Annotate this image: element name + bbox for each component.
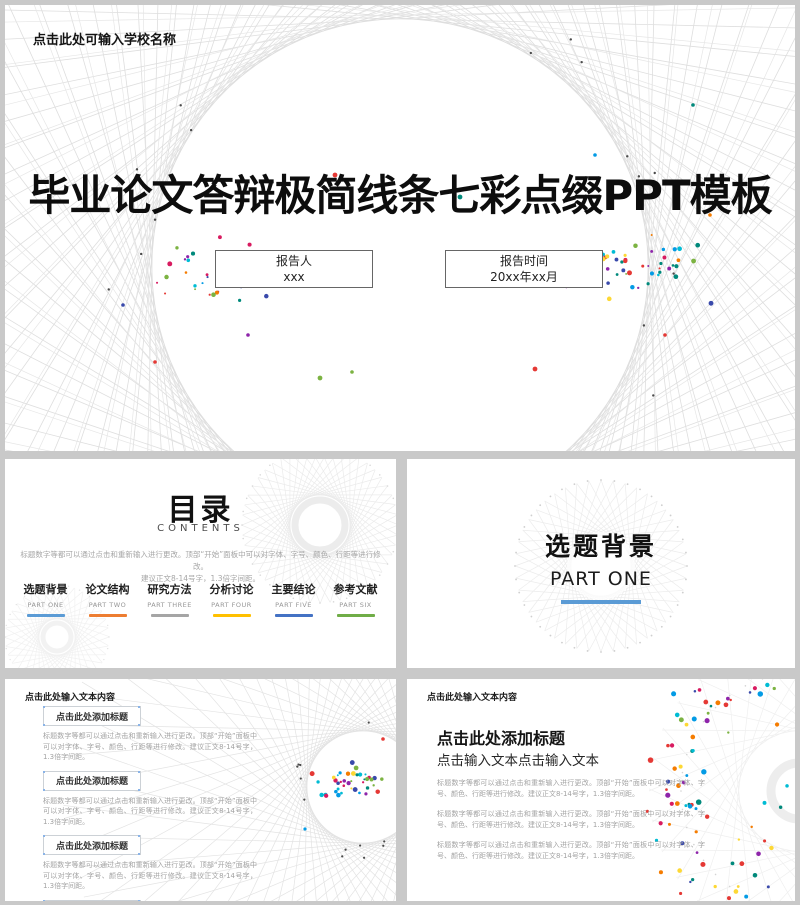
contents-item-underline (212, 614, 251, 617)
block-body-text[interactable]: 标题数字等都可以通过点击和重新输入进行更改。顶部“开始”面板中可以对字体、字号、… (43, 732, 257, 761)
title-block: 点击此处添加标题 标题数字等都可以通过点击和重新输入进行更改。顶部“开始”面板中… (43, 770, 259, 828)
contents-title: 目录 (167, 493, 234, 528)
contents-item[interactable]: 主要结论 PART FIVE (263, 581, 325, 617)
contents-description-line2: 建议正文8-14号字，1.3倍字间距。 (141, 574, 260, 583)
cover-title[interactable]: 毕业论文答辩极简线条七彩点缀PPT模板 (28, 171, 772, 220)
contents-item[interactable]: 论文结构 PART TWO (77, 581, 139, 617)
body-paragraph-list: 标题数字等都可以通过点击和重新输入进行更改。顶部“开始”面板中可以对字体、字号、… (437, 778, 705, 871)
title-block-list: 点击此处添加标题 标题数字等都可以通过点击和重新输入进行更改。顶部“开始”面板中… (43, 706, 259, 901)
contents-item[interactable]: 研究方法 PART THREE (139, 581, 201, 617)
contents-slide: 目录 CONTENTS 标题数字等都可以通过点击和重新输入进行更改。顶部“开始”… (5, 459, 396, 668)
add-title-box[interactable]: 点击此处添加标题 (43, 899, 141, 901)
section-title[interactable]: 选题背景 (544, 532, 657, 561)
block-body-text[interactable]: 标题数字等都可以通过点击和重新输入进行更改。顶部“开始”面板中可以对字体、字号、… (43, 861, 257, 890)
contents-item-underline (336, 614, 375, 617)
contents-item-part: PART THREE (147, 601, 192, 609)
contents-item[interactable]: 参考文献 PART SIX (325, 581, 387, 617)
body-paragraph[interactable]: 标题数字等都可以通过点击和重新输入进行更改。顶部“开始”面板中可以对字体、字号、… (437, 779, 705, 798)
block-body-text[interactable]: 标题数字等都可以通过点击和重新输入进行更改。顶部“开始”面板中可以对字体、字号、… (43, 796, 257, 826)
contents-item[interactable]: 分析讨论 PART FOUR (201, 581, 263, 617)
contents-item-label[interactable]: 分析讨论 (209, 583, 254, 596)
string-art-mesh-decoration (5, 5, 795, 451)
report-date-box[interactable]: 报告时间 20xx年xx月 (445, 250, 603, 288)
content-slide-text: 点击此处输入文本内容 点击此处添加标题 点击输入文本点击输入文本 标题数字等都可… (407, 679, 795, 901)
slide-header-placeholder[interactable]: 点击此处输入文本内容 (25, 693, 116, 703)
contents-item-underline (274, 614, 313, 617)
presenter-value[interactable]: xxx (283, 270, 305, 284)
contents-item-part: PART SIX (339, 601, 372, 609)
presenter-label: 报告人 (275, 254, 312, 268)
contents-item-underline (26, 614, 65, 617)
date-value[interactable]: 20xx年xx月 (490, 270, 558, 284)
add-title-text[interactable]: 点击此处添加标题 (437, 729, 566, 748)
contents-item-list: 选题背景 PART ONE 论文结构 PART TWO 研究方法 PART TH… (5, 581, 396, 617)
contents-item[interactable]: 选题背景 PART ONE (15, 581, 77, 617)
contents-description: 标题数字等都可以通过点击和重新输入进行更改。顶部“开始”面板中可以对字体、字号、… (15, 549, 386, 585)
add-subtitle-text[interactable]: 点击输入文本点击输入文本 (437, 753, 599, 769)
add-title-box[interactable]: 点击此处添加标题 (43, 770, 141, 791)
section-heading-block: 选题背景 PART ONE (407, 527, 795, 604)
section-underline (561, 600, 641, 604)
contents-description-line1: 标题数字等都可以通过点击和重新输入进行更改。顶部“开始”面板中可以对字体、字号、… (20, 550, 381, 571)
slide-header-placeholder[interactable]: 点击此处输入文本内容 (427, 693, 518, 703)
contents-item-label[interactable]: 参考文献 (333, 583, 378, 596)
contents-item-label[interactable]: 论文结构 (85, 583, 130, 596)
body-paragraph[interactable]: 标题数字等都可以通过点击和重新输入进行更改。顶部“开始”面板中可以对字体、字号、… (437, 841, 705, 860)
contents-item-underline (150, 614, 189, 617)
title-block: 点击此处添加标题 标题数字等都可以通过点击和重新输入进行更改。顶部“开始”面板中… (43, 899, 259, 901)
title-block: 点击此处添加标题 标题数字等都可以通过点击和重新输入进行更改。顶部“开始”面板中… (43, 706, 259, 763)
content-slide-list: 点击此处输入文本内容 点击此处添加标题 标题数字等都可以通过点击和重新输入进行更… (5, 679, 396, 901)
contents-item-part: PART TWO (88, 601, 127, 609)
contents-item-label[interactable]: 选题背景 (23, 583, 68, 596)
date-label: 报告时间 (499, 254, 548, 268)
cover-slide: 点击此处可输入学校名称 毕业论文答辩极简线条七彩点缀PPT模板 报告人 xxx … (5, 5, 795, 451)
presenter-box[interactable]: 报告人 xxx (215, 250, 373, 288)
add-title-box[interactable]: 点击此处添加标题 (43, 706, 141, 726)
contents-item-part: PART FOUR (211, 601, 252, 609)
section-slide-part-one: 选题背景 PART ONE (407, 459, 795, 668)
add-title-box[interactable]: 点击此处添加标题 (43, 835, 141, 855)
contents-subtitle: CONTENTS (157, 523, 244, 534)
contents-item-label[interactable]: 主要结论 (271, 583, 316, 596)
contents-item-underline (88, 614, 127, 617)
contents-item-part: PART ONE (27, 601, 64, 609)
contents-item-label[interactable]: 研究方法 (147, 583, 192, 596)
body-paragraph[interactable]: 标题数字等都可以通过点击和重新输入进行更改。顶部“开始”面板中可以对字体、字号、… (437, 810, 705, 829)
contents-item-part: PART FIVE (275, 601, 312, 609)
section-part-label: PART ONE (550, 568, 652, 590)
title-block: 点击此处添加标题 标题数字等都可以通过点击和重新输入进行更改。顶部“开始”面板中… (43, 835, 259, 892)
school-name-placeholder[interactable]: 点击此处可输入学校名称 (33, 33, 177, 48)
